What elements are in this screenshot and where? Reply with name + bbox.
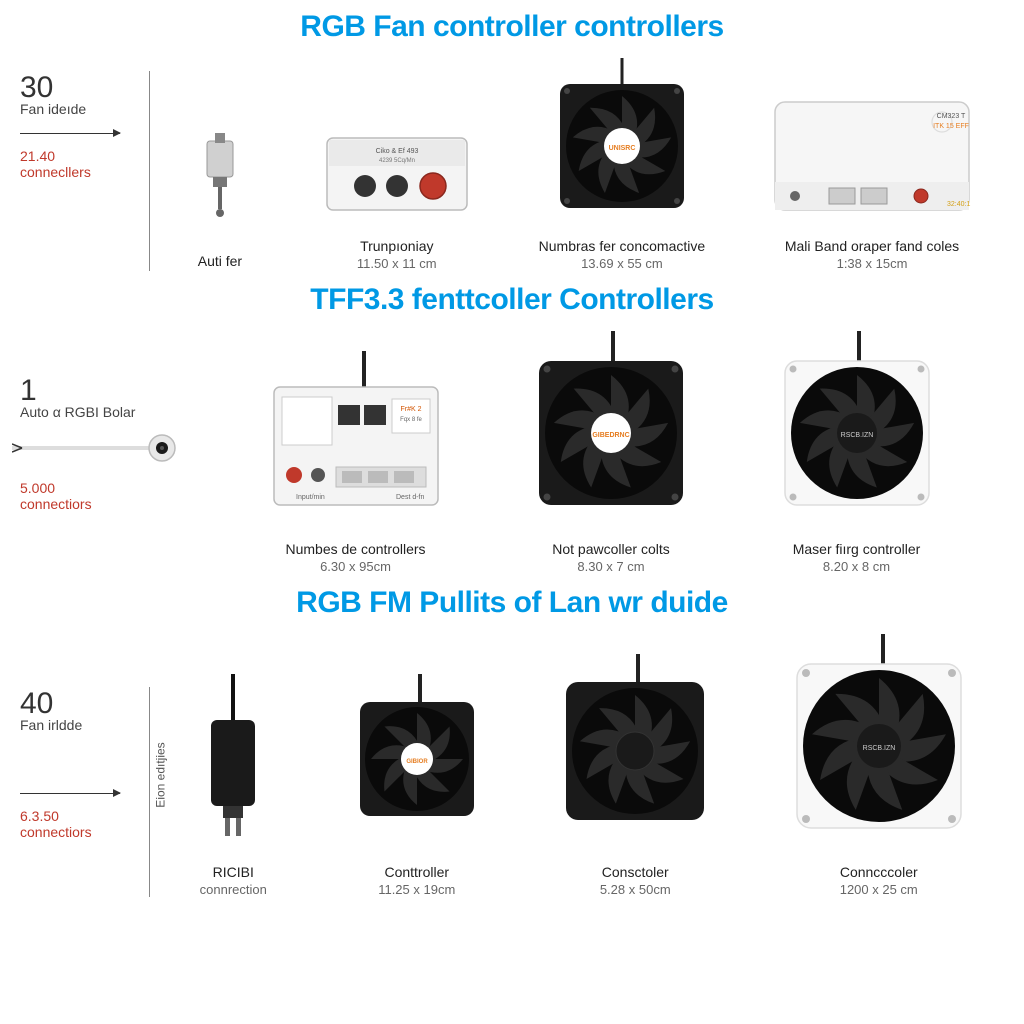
arrow-right-icon — [20, 133, 120, 134]
section-3: RGB FM Pullits of Lan wr duide 40 Fan ir… — [20, 586, 1004, 897]
section-1: RGB Fan controller controllers 30 Fan id… — [20, 10, 1004, 271]
svg-text:Input/min: Input/min — [296, 494, 325, 501]
product-item: RICIBI connrection — [183, 674, 283, 897]
vertical-label: Eion edıtjies — [154, 743, 168, 808]
product-item: UNISRC Numbras fer concomactive 13.69 x … — [539, 58, 706, 271]
row: 1 Auto α RGBI Bolar 5.000 connectiors — [20, 331, 1004, 574]
products-row: Fr#K 2 Fqx 8 fe Input/min Dest d-fn Numb… — [198, 331, 1004, 574]
product-image: CM323 T ITK 15 EFF 32:40:1 — [767, 78, 977, 228]
svg-text:Fqx 8 fe: Fqx 8 fe — [400, 417, 422, 423]
arrow-right-icon — [20, 793, 120, 794]
product-dims: 8.20 x 8 cm — [823, 559, 890, 574]
product-name: Mali Band oraper fand coles — [785, 238, 959, 254]
count-label: Fan ideıde — [20, 101, 139, 117]
product-image: GIBIOR — [342, 674, 492, 854]
product-image: RSCB.IZN — [779, 634, 979, 854]
product-name: Conncccoler — [840, 864, 918, 880]
product-image: GIBEDRNC — [521, 331, 701, 531]
count-label: Auto α RGBI Bolar — [20, 404, 180, 420]
svg-text:Fr#K 2: Fr#K 2 — [400, 406, 421, 413]
product-dims: 11.25 x 19cm — [378, 882, 455, 897]
count-label: Fan irldde — [20, 717, 139, 733]
red-label: connecllers — [20, 164, 91, 180]
product-name: Consctoler — [602, 864, 669, 880]
product-name: Not pawcoller colts — [552, 541, 670, 557]
product-name: RICIBI — [213, 864, 254, 880]
product-image — [185, 123, 255, 243]
section-2: TFF3.3 fenttcoller Controllers 1 Auto α … — [20, 283, 1004, 574]
product-name: Numbras fer concomactive — [539, 238, 706, 254]
product-image — [550, 654, 720, 854]
red-number: 6.3.50 — [20, 808, 59, 824]
section-title: RGB FM Pullits of Lan wr duide — [20, 586, 1004, 620]
section-title: TFF3.3 fenttcoller Controllers — [20, 283, 1004, 317]
product-dims: connrection — [200, 882, 267, 897]
product-item: Fr#K 2 Fqx 8 fe Input/min Dest d-fn Numb… — [256, 351, 456, 574]
section-title: RGB Fan controller controllers — [20, 10, 1004, 44]
product-item: RSCB.IZN Maser fiırg controller 8.20 x 8… — [767, 331, 947, 574]
product-item: GIBEDRNC Not pawcoller colts 8.30 x 7 cm — [521, 331, 701, 574]
product-dims: 5.28 x 50cm — [600, 882, 671, 897]
product-item: Consctoler 5.28 x 50cm — [550, 654, 720, 897]
product-item: GIBIOR Conttroller 11.25 x 19cm — [342, 674, 492, 897]
svg-text:4239 5Cq/Mn: 4239 5Cq/Mn — [379, 158, 415, 164]
product-dims: 6.30 x 95cm — [320, 559, 391, 574]
product-dims: 1:38 x 15cm — [837, 256, 908, 271]
product-name: Numbes de controllers — [285, 541, 425, 557]
product-item: Ciko & Ef 493 4239 5Cq/Mn Trunpıoniay 11… — [317, 98, 477, 271]
svg-text:CM323 T: CM323 T — [937, 113, 966, 120]
red-value: 5.000 connectiors — [20, 480, 180, 512]
svg-text:RSCB.IZN: RSCB.IZN — [862, 745, 895, 752]
svg-text:Dest d-fn: Dest d-fn — [396, 494, 425, 501]
product-image: UNISRC — [542, 58, 702, 228]
svg-text:RSCB.IZN: RSCB.IZN — [840, 432, 873, 439]
row: 40 Fan irldde 6.3.50 connectiors Eion ed… — [20, 634, 1004, 897]
product-dims: 11.50 x 11 cm — [357, 256, 437, 271]
svg-text:UNISRC: UNISRC — [608, 145, 635, 152]
product-dims: 1200 x 25 cm — [840, 882, 918, 897]
product-name: Maser fiırg controller — [793, 541, 921, 557]
red-number: 5.000 — [20, 480, 55, 496]
svg-text:32:40:1: 32:40:1 — [947, 201, 970, 208]
product-image — [183, 674, 283, 854]
product-name: Trunpıoniay — [360, 238, 433, 254]
svg-text:GIBEDRNC: GIBEDRNC — [592, 432, 629, 439]
product-image: RSCB.IZN — [767, 331, 947, 531]
sidebar: 1 Auto α RGBI Bolar 5.000 connectiors — [20, 374, 190, 574]
sidebar: 40 Fan irldde 6.3.50 connectiors Eion ed… — [20, 687, 150, 897]
product-dims: 13.69 x 55 cm — [581, 256, 663, 271]
red-value: 21.40 connecllers — [20, 148, 139, 180]
product-item: RSCB.IZN Conncccoler 1200 x 25 cm — [779, 634, 979, 897]
red-value: 6.3.50 connectiors — [20, 808, 139, 840]
red-label: connectiors — [20, 824, 92, 840]
product-name: Conttroller — [384, 864, 449, 880]
products-row: RICIBI connrection — [158, 634, 1004, 897]
svg-text:GIBIOR: GIBIOR — [406, 759, 428, 765]
svg-text:Ciko & Ef 493: Ciko & Ef 493 — [375, 148, 418, 155]
red-label: connectiors — [20, 496, 92, 512]
svg-text:ITK 15 EFF: ITK 15 EFF — [933, 123, 969, 130]
product-name: Auti fer — [198, 253, 242, 269]
product-item: CM323 T ITK 15 EFF 32:40:1 Mali Band ora… — [767, 78, 977, 271]
count-value: 40 — [20, 687, 139, 721]
products-row: Auti fer Ciko & Ef 493 4239 5Cq/Mn — [158, 58, 1004, 271]
count-value: 30 — [20, 71, 139, 105]
product-image: Fr#K 2 Fqx 8 fe Input/min Dest d-fn — [256, 351, 456, 531]
count-value: 1 — [20, 374, 180, 408]
product-item: Auti fer — [185, 123, 255, 271]
product-dims: 8.30 x 7 cm — [577, 559, 644, 574]
sidebar: 30 Fan ideıde 21.40 connecllers — [20, 71, 150, 271]
product-image: Ciko & Ef 493 4239 5Cq/Mn — [317, 98, 477, 228]
red-number: 21.40 — [20, 148, 55, 164]
row: 30 Fan ideıde 21.40 connecllers — [20, 58, 1004, 271]
